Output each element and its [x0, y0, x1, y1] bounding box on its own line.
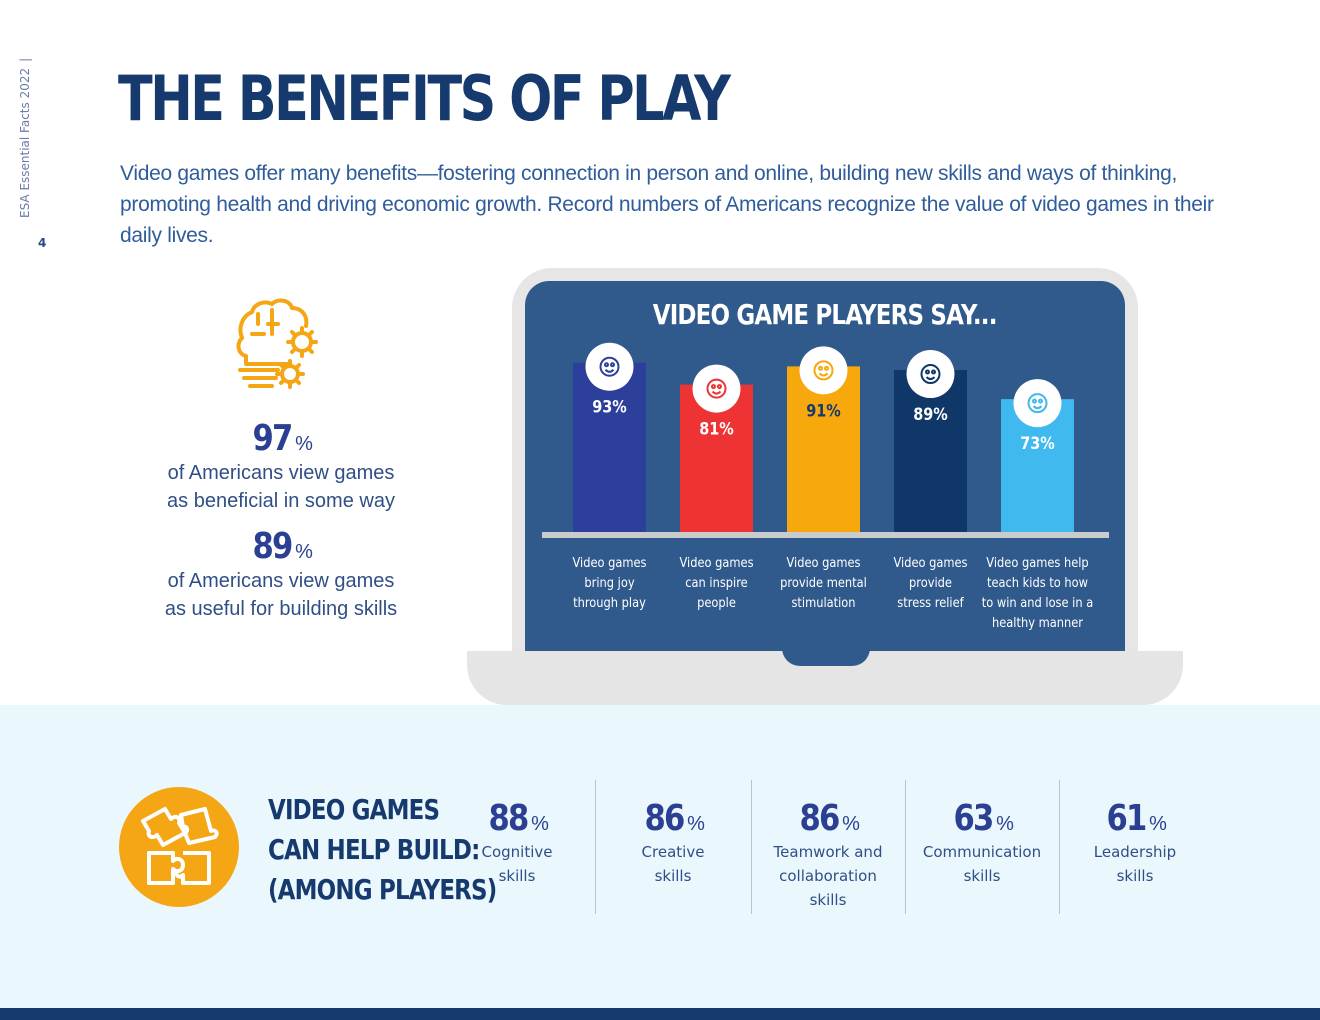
- skills-title-line: CAN HELP BUILD:: [268, 833, 480, 866]
- stat-unit: %: [295, 541, 313, 563]
- label-divider: |: [18, 57, 32, 62]
- joy-icon-glyph: [599, 356, 620, 377]
- stat-value: 89: [252, 526, 294, 567]
- bar-value-label: 89%: [913, 404, 948, 424]
- skill-label-line: skills: [809, 891, 847, 909]
- inspire-icon: [692, 364, 741, 413]
- skill-divider: [905, 780, 906, 914]
- chart-title: VIDEO GAME PLAYERS SAY...: [525, 298, 1125, 331]
- inspire-icon-glyph: [706, 378, 727, 399]
- skill-label-line: collaboration: [779, 867, 877, 885]
- category-label: stimulation: [791, 595, 855, 610]
- stat-description-line: of Americans view games: [167, 462, 395, 484]
- puzzle-pieces-icon: [119, 787, 239, 907]
- bar-value-label: 81%: [699, 418, 734, 438]
- laptop-notch: [782, 646, 870, 666]
- stat-unit: %: [295, 433, 313, 455]
- skill-creative: 86% Creative skills: [598, 798, 748, 887]
- page-number: 4: [38, 236, 47, 250]
- footer-bar: [0, 1008, 1320, 1020]
- skill-teamwork: 86% Teamwork and collaboration skills: [753, 798, 903, 911]
- skill-label-line: skills: [1116, 867, 1154, 885]
- stress-relief-icon-glyph: [920, 364, 941, 385]
- bar-value-label: 93%: [592, 397, 627, 417]
- document-label-text: ESA Essential Facts 2022: [18, 67, 32, 218]
- skill-leadership: 61% Leadership skills: [1060, 798, 1210, 887]
- skill-value: 88: [488, 798, 530, 839]
- skill-label-line: Communication: [922, 843, 1042, 861]
- category-label: to win and lose in a: [982, 595, 1093, 610]
- skills-title-line: VIDEO GAMES: [268, 793, 440, 826]
- category-label: stress relief: [897, 595, 964, 610]
- stress-relief-icon: [906, 350, 955, 399]
- category-label: can inspire: [685, 575, 747, 590]
- stat-description-line: as useful for building skills: [164, 598, 398, 620]
- category-label: Video games: [572, 555, 646, 570]
- category-label: Video games: [893, 555, 967, 570]
- kids-icon: [1013, 379, 1062, 428]
- document-label: ESA Essential Facts 2022 |: [16, 18, 34, 218]
- category-label: Video games: [679, 555, 753, 570]
- skill-value: 63: [953, 798, 995, 839]
- stat-description-line: as beneficial in some way: [167, 490, 395, 512]
- stat-skills: 89% of Americans view games as useful fo…: [150, 526, 412, 623]
- skill-divider: [1059, 780, 1060, 914]
- skill-value: 86: [644, 798, 686, 839]
- intro-paragraph: Video games offer many benefits—fosterin…: [120, 162, 1214, 247]
- skills-title-line: (AMONG PLAYERS): [268, 873, 497, 906]
- kids-icon-glyph: [1027, 393, 1048, 414]
- skill-unit: %: [531, 813, 549, 835]
- skill-label-line: Cognitive: [481, 843, 553, 861]
- skill-divider: [595, 780, 596, 914]
- skill-label-line: skills: [963, 867, 1001, 885]
- stat-value: 97: [252, 418, 294, 459]
- category-label: through play: [573, 595, 646, 610]
- bar-value-label: 73%: [1020, 433, 1055, 453]
- category-label: provide mental: [780, 575, 867, 590]
- skills-title: VIDEO GAMES CAN HELP BUILD: (AMONG PLAYE…: [268, 790, 497, 910]
- skill-label-line: skills: [654, 867, 692, 885]
- skill-divider: [751, 780, 752, 914]
- skill-unit: %: [996, 813, 1014, 835]
- chart-baseline: [542, 532, 1109, 538]
- mental-gears-icon-glyph: [813, 360, 834, 381]
- skill-unit: %: [842, 813, 860, 835]
- brain-gears-icon: [228, 294, 328, 394]
- chart-bar: [573, 362, 646, 532]
- skill-value: 86: [799, 798, 841, 839]
- skill-label-line: Creative: [641, 843, 705, 861]
- page-title: THE BENEFITS OF PLAY: [118, 62, 731, 135]
- skill-label-line: skills: [498, 867, 536, 885]
- stat-beneficial: 97% of Americans view games as beneficia…: [150, 418, 412, 515]
- category-label: provide: [909, 575, 952, 590]
- bar-chart: 93% Video games bring joy through play 81% Vi…: [542, 342, 1109, 630]
- skill-label-line: Leadership: [1093, 843, 1177, 861]
- category-label: healthy manner: [992, 615, 1084, 630]
- joy-icon: [585, 342, 634, 391]
- category-label: people: [697, 595, 736, 610]
- skill-label-line: Teamwork and: [773, 843, 883, 861]
- mental-gears-icon: [799, 346, 848, 395]
- category-label: Video games: [786, 555, 860, 570]
- category-label: bring joy: [584, 575, 634, 590]
- stat-description-line: of Americans view games: [167, 570, 395, 592]
- bar-value-label: 91%: [806, 400, 841, 420]
- skill-cognitive: 88% Cognitive skills: [442, 798, 592, 887]
- skill-unit: %: [1149, 813, 1167, 835]
- category-label: Video games help: [986, 555, 1089, 570]
- skill-value: 61: [1106, 798, 1148, 839]
- chart-title-text: VIDEO GAME PLAYERS SAY...: [653, 298, 998, 331]
- category-label: teach kids to how: [987, 575, 1088, 590]
- skill-unit: %: [687, 813, 705, 835]
- skill-communication: 63% Communication skills: [907, 798, 1057, 887]
